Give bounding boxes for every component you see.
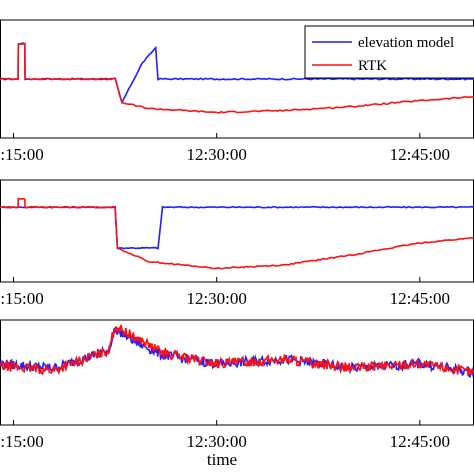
panel-1-series-rtk	[0, 42, 474, 114]
panel-2-x-tick-label-3: 12:45:00	[390, 289, 450, 308]
panel-3-x-tick-label-3: 12:45:00	[390, 432, 450, 451]
panel-3-x-tick-label-2: 12:30:00	[186, 432, 246, 451]
panel-2-series-elevation-model	[0, 205, 474, 250]
panel-3: 12:15:00 12:30:00 12:45:00	[0, 319, 474, 451]
legend-label-rtk: RTK	[358, 58, 387, 74]
panel-1-x-tick-label-3: 12:45:00	[390, 145, 450, 164]
panel-2-x-tick-label-2: 12:30:00	[186, 289, 246, 308]
panel-3-x-tick-label-1: 12:15:00	[0, 432, 44, 451]
panel-1-x-tick-label-2: 12:30:00	[186, 145, 246, 164]
x-axis-label: time	[207, 450, 237, 469]
panel-2-x-tick-label-1: 12:15:00	[0, 289, 44, 308]
legend-box	[304, 25, 474, 79]
plot-area: 12:15:00 12:30:00 12:45:00 12:15:00 12:30:00…	[0, 19, 474, 451]
legend: elevation model RTK	[304, 25, 474, 79]
panel-1: 12:15:00 12:30:00 12:45:00	[0, 19, 474, 164]
legend-label-elevation-model: elevation model	[358, 35, 454, 51]
panel-1-x-tick-label-1: 12:15:00	[0, 145, 44, 164]
panel-3-series-elevation-model	[0, 326, 474, 378]
panel-2-series-rtk	[0, 197, 474, 270]
panel-2: 12:15:00 12:30:00 12:45:00	[0, 179, 474, 308]
panel-3-frame	[0, 319, 474, 426]
panel-3-series-rtk	[0, 324, 474, 377]
